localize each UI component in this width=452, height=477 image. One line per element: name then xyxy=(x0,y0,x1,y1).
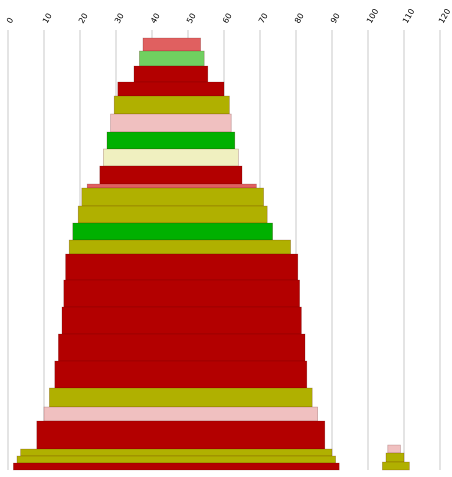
funnel-band xyxy=(13,462,340,471)
funnel-band xyxy=(58,333,306,362)
funnel-band xyxy=(385,452,405,463)
funnel-band xyxy=(110,113,232,133)
funnel-band xyxy=(133,65,209,83)
x-tick-label: 50 xyxy=(185,12,198,25)
x-tick-label: 110 xyxy=(401,7,416,25)
funnel-band xyxy=(81,187,264,207)
funnel-band xyxy=(106,131,236,150)
funnel-band xyxy=(142,37,201,52)
funnel-band xyxy=(63,279,300,308)
funnel-band xyxy=(49,387,313,408)
funnel-band xyxy=(113,95,230,115)
funnel-band xyxy=(139,50,205,67)
funnel-bands xyxy=(13,37,410,471)
funnel-band xyxy=(36,420,326,450)
funnel-band xyxy=(86,183,257,189)
x-tick-label: 40 xyxy=(149,12,162,25)
x-tick-label: 100 xyxy=(365,7,380,25)
x-axis-tick-labels: 0 10 20 30 40 50 60 70 80 90 100 110 120 xyxy=(5,7,452,25)
x-tick-label: 80 xyxy=(293,12,306,25)
funnel-band xyxy=(54,360,308,389)
funnel-band xyxy=(43,406,318,422)
funnel-band xyxy=(387,444,401,454)
funnel-band xyxy=(16,455,336,464)
funnel-band xyxy=(65,253,299,281)
x-tick-label: 20 xyxy=(77,12,90,25)
funnel-band xyxy=(382,461,410,471)
funnel-band xyxy=(68,239,291,255)
x-tick-label: 10 xyxy=(41,12,54,25)
funnel-band xyxy=(61,306,302,335)
funnel-band xyxy=(77,205,268,224)
x-tick-label: 120 xyxy=(437,7,452,25)
x-tick-label: 30 xyxy=(113,12,126,25)
x-tick-label: 60 xyxy=(221,12,234,25)
funnel-band xyxy=(20,448,333,457)
funnel-band xyxy=(99,165,243,185)
funnel-band xyxy=(117,81,225,97)
funnel-band xyxy=(72,222,273,241)
x-tick-label: 90 xyxy=(329,12,342,25)
x-tick-label: 0 xyxy=(5,16,15,25)
x-tick-label: 70 xyxy=(257,12,270,25)
funnel-band xyxy=(103,148,239,167)
